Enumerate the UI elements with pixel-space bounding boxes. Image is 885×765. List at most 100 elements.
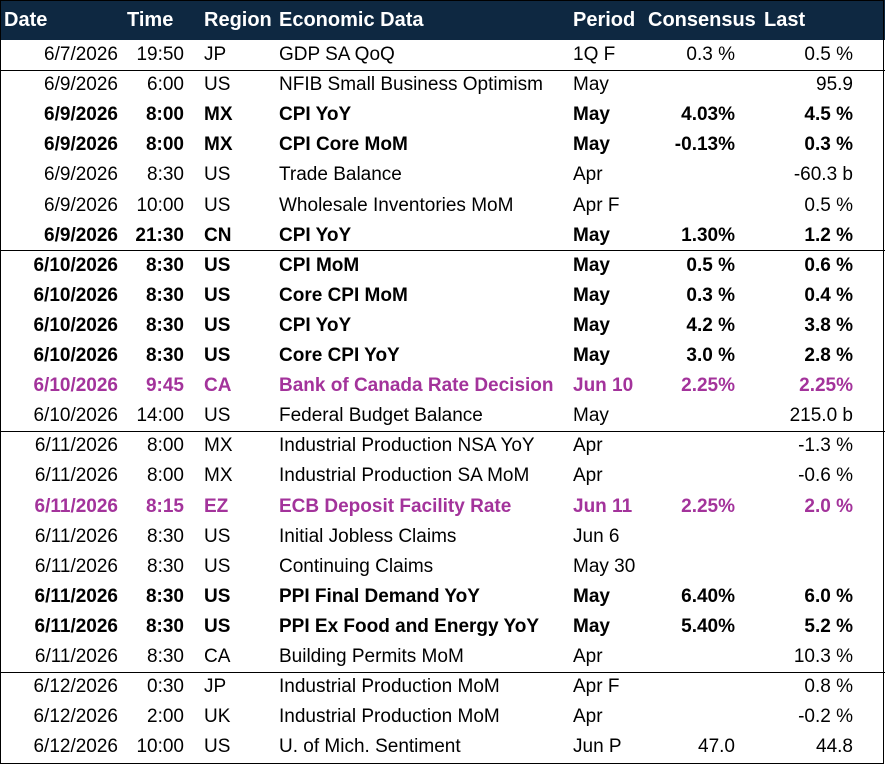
time-cell: 8:00 [145, 134, 184, 156]
last-cell: 2.8 % [804, 345, 853, 366]
region-cell: MX [204, 134, 233, 156]
period-cell: May [573, 615, 610, 637]
date-cell: 6/12/2026 [33, 676, 118, 698]
date-cell: 6/11/2026 [34, 495, 118, 517]
data-cell: Building Permits MoM [279, 646, 464, 667]
period-cell: Jun 10 [573, 375, 634, 397]
time-cell: 8:30 [145, 615, 184, 637]
date-cell: 6/12/2026 [33, 706, 118, 728]
data-cell: Industrial Production MoM [279, 676, 500, 698]
consensus-cell: 4.2 % [686, 314, 735, 336]
time-cell: 8:15 [145, 495, 184, 517]
group-separator [0, 250, 885, 252]
data-cell: CPI Core MoM [279, 134, 408, 156]
region-cell: MX [204, 465, 233, 487]
period-cell: Apr F [573, 194, 620, 216]
data-cell: Industrial Production NSA YoY [279, 435, 535, 457]
time-cell: 6:00 [147, 74, 184, 96]
date-cell: 6/7/2026 [44, 44, 118, 65]
time-cell: 8:00 [147, 465, 184, 487]
header-cell: Date [4, 9, 48, 31]
period-cell: May [573, 314, 610, 336]
data-cell: Core CPI MoM [279, 284, 408, 306]
region-cell: CA [204, 646, 231, 667]
data-cell: PPI Ex Food and Energy YoY [279, 615, 540, 637]
region-cell: US [204, 254, 231, 276]
last-cell: -0.6 % [798, 465, 853, 487]
period-cell: Apr [573, 646, 603, 667]
time-cell: 8:30 [145, 314, 184, 336]
last-cell: 0.8 % [804, 676, 853, 698]
data-cell: Federal Budget Balance [279, 405, 483, 427]
last-cell: 0.3 % [804, 134, 853, 156]
group-separator [0, 69, 885, 71]
data-cell: ECB Deposit Facility Rate [279, 495, 512, 517]
region-cell: JP [204, 44, 227, 65]
data-cell: CPI MoM [279, 254, 360, 276]
header-cell: Period [573, 9, 636, 31]
header-row [0, 0, 885, 40]
last-cell: -0.2 % [798, 706, 853, 728]
consensus-cell: 4.03% [681, 104, 735, 126]
date-cell: 6/10/2026 [33, 375, 118, 397]
period-cell: Apr [573, 706, 603, 728]
last-cell: -60.3 b [793, 164, 853, 186]
period-cell: May [573, 284, 610, 306]
period-cell: May [573, 254, 610, 276]
last-cell: 4.5 % [804, 104, 853, 126]
last-cell: 2.25% [799, 375, 853, 397]
date-cell: 6/10/2026 [33, 314, 118, 336]
date-cell: 6/11/2026 [34, 525, 118, 547]
time-cell: 2:00 [147, 706, 184, 728]
last-cell: 5.2 % [804, 615, 853, 637]
data-cell: Initial Jobless Claims [279, 525, 457, 547]
header-cell: Last [764, 9, 806, 31]
region-cell: CN [204, 224, 232, 246]
date-cell: 6/11/2026 [34, 615, 118, 637]
time-cell: 19:50 [136, 44, 184, 65]
time-cell: 8:30 [145, 585, 184, 607]
data-cell: Wholesale Inventories MoM [279, 194, 514, 216]
data-cell: NFIB Small Business Optimism [279, 74, 543, 96]
last-cell: 3.8 % [804, 314, 853, 336]
time-cell: 8:30 [145, 345, 184, 366]
data-cell: Trade Balance [279, 164, 402, 186]
period-cell: Apr [573, 164, 603, 186]
region-cell: US [204, 405, 231, 427]
consensus-cell: 2.25% [681, 375, 735, 397]
last-cell: 10.3 % [793, 646, 853, 667]
date-cell: 6/9/2026 [44, 74, 118, 96]
region-cell: US [204, 736, 231, 758]
time-cell: 14:00 [136, 405, 184, 427]
region-cell: US [204, 585, 231, 607]
date-cell: 6/9/2026 [44, 104, 118, 126]
time-cell: 10:00 [136, 736, 184, 758]
period-cell: Apr F [573, 676, 620, 698]
date-cell: 6/11/2026 [34, 465, 118, 487]
last-cell: 215.0 b [789, 405, 853, 427]
period-cell: May [573, 74, 609, 96]
period-cell: Jun 11 [573, 495, 633, 517]
period-cell: Apr [573, 465, 603, 487]
consensus-cell: 1.30% [681, 224, 735, 246]
data-cell: CPI YoY [279, 104, 352, 126]
time-cell: 0:30 [147, 676, 184, 698]
date-cell: 6/10/2026 [33, 345, 118, 366]
last-cell: 0.5 % [804, 194, 853, 216]
consensus-cell: -0.13% [674, 134, 735, 156]
region-cell: US [204, 74, 231, 96]
data-cell: U. of Mich. Sentiment [279, 736, 461, 758]
region-cell: US [204, 284, 231, 306]
date-cell: 6/10/2026 [33, 405, 118, 427]
date-cell: 6/11/2026 [34, 585, 118, 607]
consensus-cell: 0.3 % [686, 284, 735, 306]
time-cell: 8:30 [145, 284, 184, 306]
header-cell: Region [204, 9, 272, 31]
consensus-cell: 47.0 [698, 736, 735, 758]
time-cell: 8:30 [147, 646, 184, 667]
region-cell: US [204, 615, 231, 637]
date-cell: 6/9/2026 [44, 134, 118, 156]
time-cell: 21:30 [135, 224, 184, 246]
period-cell: May [573, 585, 610, 607]
